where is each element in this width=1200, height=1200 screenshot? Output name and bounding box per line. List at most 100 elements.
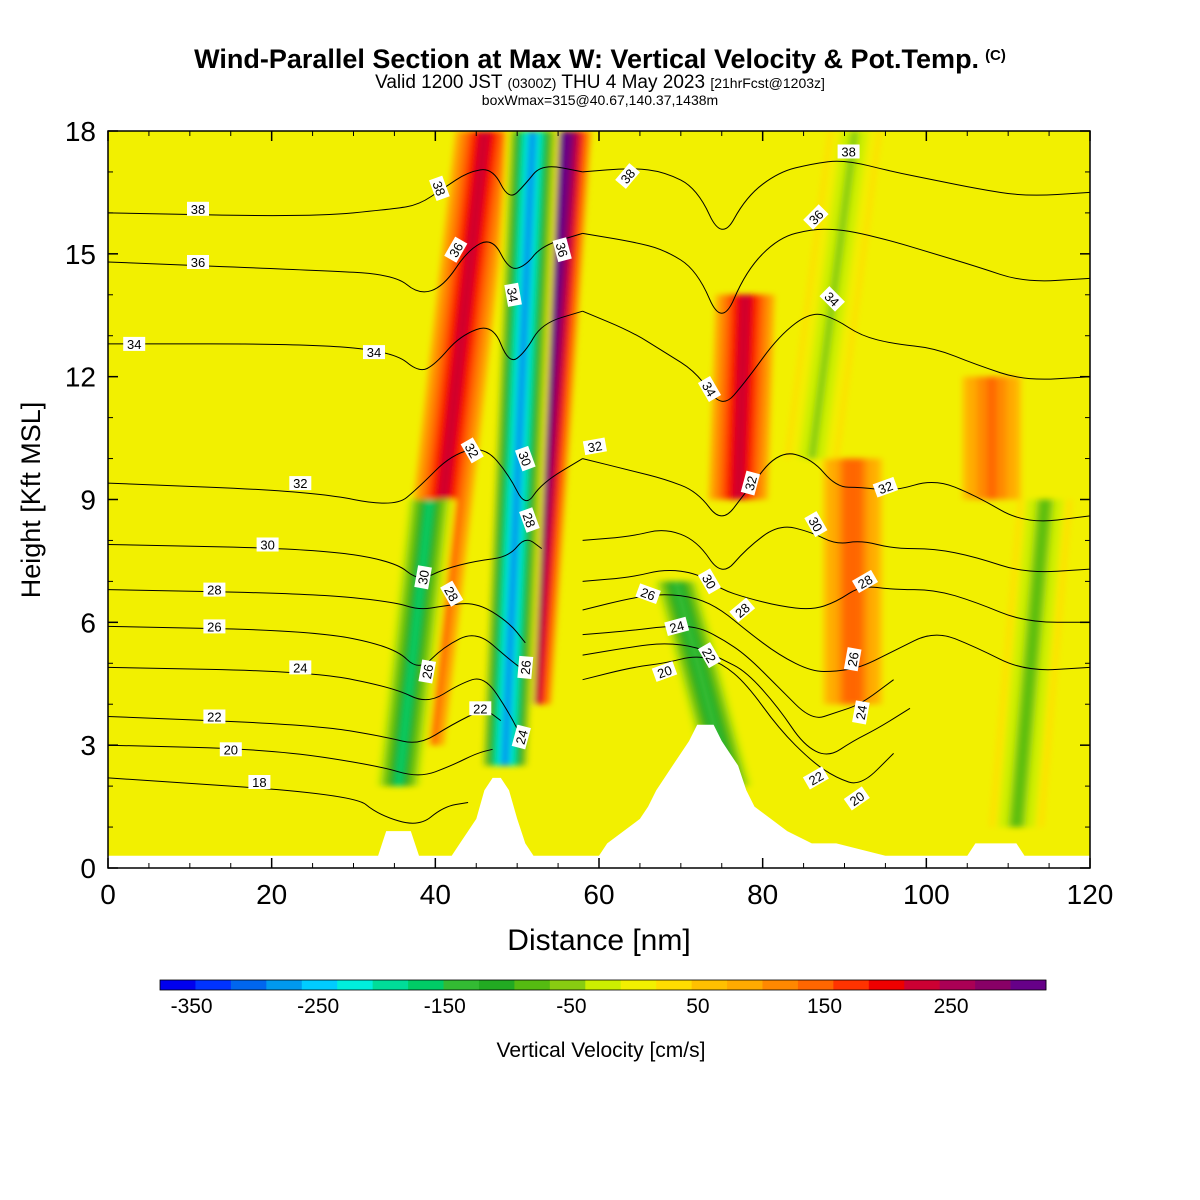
terrain-profile bbox=[108, 724, 1090, 868]
contour-label: 36 bbox=[187, 255, 209, 270]
contour-label-text: 26 bbox=[207, 619, 221, 634]
contour-label-box bbox=[363, 345, 385, 360]
contour-label: 24 bbox=[289, 660, 312, 675]
colorbar-swatch bbox=[762, 980, 799, 990]
theta-contour-24 bbox=[108, 666, 526, 746]
contour-label: 38 bbox=[837, 144, 860, 160]
theta-contour-20 bbox=[108, 744, 493, 776]
contour-label-box bbox=[697, 642, 722, 669]
contour-label: 28 bbox=[729, 597, 756, 623]
contour-label: 34 bbox=[123, 336, 146, 352]
colorbar-tick-label: -50 bbox=[556, 995, 586, 1018]
contour-label-box bbox=[248, 775, 271, 789]
title-main: Wind-Parallel Section at Max W: Vertical… bbox=[194, 44, 980, 74]
colorbar-swatch bbox=[656, 980, 692, 990]
contour-label-box bbox=[203, 619, 226, 634]
contour-label-box bbox=[697, 568, 722, 595]
contour-label: 32 bbox=[872, 476, 899, 498]
theta-contour-22 bbox=[582, 643, 911, 755]
contour-label-box bbox=[469, 701, 492, 716]
y-tick-label: 6 bbox=[80, 607, 96, 638]
contour-label-text: 22 bbox=[806, 768, 826, 788]
contour-label: 30 bbox=[514, 445, 536, 472]
valid-date: THU 4 May 2023 bbox=[561, 72, 706, 93]
theta-contour-20 bbox=[582, 656, 894, 784]
colorbar-swatch bbox=[691, 980, 728, 990]
x-tick-label: 20 bbox=[256, 879, 287, 910]
contour-label-text: 30 bbox=[515, 449, 534, 468]
x-tick-label: 120 bbox=[1067, 879, 1114, 910]
contour-label-box bbox=[504, 282, 522, 307]
contour-label: 34 bbox=[697, 375, 722, 403]
contour-label-box bbox=[429, 175, 450, 202]
contour-label: 28 bbox=[203, 582, 226, 598]
colorbar-swatch bbox=[443, 980, 480, 990]
contour-label: 36 bbox=[552, 237, 572, 263]
contour-label-text: 38 bbox=[191, 202, 205, 217]
contour-label: 32 bbox=[460, 437, 484, 464]
contour-label-box bbox=[819, 286, 845, 312]
contour-label: 20 bbox=[651, 661, 678, 682]
contour-label-box bbox=[517, 655, 534, 679]
colorbar-swatch bbox=[372, 980, 409, 990]
forecast-info: [21hrFcst@1203z] bbox=[710, 75, 825, 91]
x-axis: 0 20 40 60 80 100 120 bbox=[100, 131, 1113, 910]
contour-label-text: 22 bbox=[207, 710, 221, 725]
contour-label: 28 bbox=[851, 569, 879, 593]
colorbar-label: Vertical Velocity [cm/s] bbox=[497, 1039, 706, 1062]
colorbar-tick-label: 150 bbox=[807, 995, 842, 1018]
x-axis-label: Distance [nm] bbox=[507, 924, 690, 957]
updraft-level bbox=[986, 376, 997, 500]
contour-label-box bbox=[123, 336, 146, 351]
colorbar-swatch bbox=[301, 980, 338, 990]
colorbar-swatch bbox=[868, 980, 905, 990]
updraft-band bbox=[708, 294, 775, 500]
contour-label: 32 bbox=[740, 470, 761, 496]
contour-label-box bbox=[872, 476, 899, 498]
contour-label-box bbox=[729, 597, 756, 623]
contour-label-box bbox=[740, 470, 761, 496]
y-tick-label: 12 bbox=[65, 362, 96, 393]
contour-label-text: 28 bbox=[519, 511, 538, 530]
contour-label-text: 24 bbox=[513, 728, 531, 746]
contour-label: 26 bbox=[203, 619, 226, 634]
contour-label-text: 34 bbox=[127, 337, 141, 352]
contour-label-text: 24 bbox=[293, 660, 307, 675]
contour-label-box bbox=[803, 204, 829, 230]
contour-label: 26 bbox=[635, 583, 661, 605]
contour-label-box bbox=[582, 437, 607, 456]
contour-label-box bbox=[843, 647, 862, 672]
theta-contour-32 bbox=[582, 453, 1090, 522]
contour-label: 20 bbox=[219, 742, 242, 757]
contour-label-text: 34 bbox=[367, 345, 381, 360]
y-tick-label: 0 bbox=[80, 853, 96, 884]
downdraft-level bbox=[500, 131, 538, 766]
theta-contours bbox=[108, 160, 1090, 824]
contour-label: 30 bbox=[256, 537, 279, 553]
contour-label-box bbox=[414, 565, 432, 590]
theta-contour-38 bbox=[108, 166, 583, 217]
theta-contour-34 bbox=[108, 310, 583, 371]
contour-label-box bbox=[187, 201, 209, 216]
colorbar-tick-label: -250 bbox=[297, 995, 339, 1018]
contour-label-box bbox=[256, 537, 279, 552]
contour-label: 30 bbox=[414, 565, 432, 590]
contour-label-box bbox=[802, 766, 829, 790]
copyright-mark: (C) bbox=[985, 47, 1006, 64]
colorbar-swatch bbox=[478, 980, 515, 990]
contour-label: 30 bbox=[697, 568, 722, 595]
theta-contour-30 bbox=[582, 526, 1090, 573]
updraft-band bbox=[962, 376, 1022, 500]
y-axis-label: Height [Kft MSL] bbox=[16, 402, 46, 599]
contour-label: 24 bbox=[664, 616, 690, 637]
contour-label-text: 34 bbox=[699, 379, 719, 399]
contour-label: 28 bbox=[440, 580, 464, 607]
contour-labels: 18 20 22 24 26 28 30 32 34 36 38 34 32 30 26 28 22 24 26 28… bbox=[123, 144, 899, 811]
contour-label-text: 28 bbox=[855, 572, 875, 592]
theta-contour-36 bbox=[108, 232, 583, 293]
x-tick-label: 100 bbox=[903, 879, 950, 910]
contour-label: 30 bbox=[804, 511, 828, 538]
contour-label: 38 bbox=[187, 201, 209, 217]
contour-label-box bbox=[203, 582, 226, 597]
